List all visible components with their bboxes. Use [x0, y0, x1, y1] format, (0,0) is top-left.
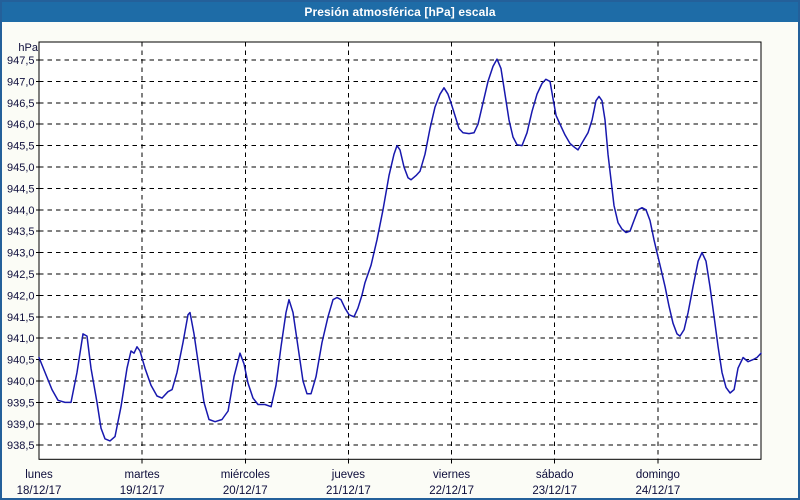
plot-area	[38, 41, 762, 460]
window-title: Presión atmosférica [hPa] escala	[304, 5, 496, 19]
y-tick-label: 943,0	[7, 248, 35, 260]
y-tick-label: 941,5	[7, 312, 35, 324]
x-day-label: sábado	[536, 469, 574, 481]
y-tick-label: 941,0	[7, 333, 35, 345]
x-day-label: lunes	[25, 469, 53, 481]
y-tick-label: 940,0	[7, 376, 35, 388]
y-tick-label: 943,5	[7, 226, 35, 238]
x-date-label: 19/12/17	[120, 485, 165, 497]
y-tick-label: 947,0	[7, 76, 35, 88]
x-date-label: 18/12/17	[17, 485, 62, 497]
x-date-label: 20/12/17	[223, 485, 268, 497]
y-tick-label: 947,5	[7, 55, 35, 67]
x-day-label: jueves	[331, 469, 365, 481]
y-tick-label: 946,0	[7, 119, 35, 131]
x-date-label: 21/12/17	[326, 485, 371, 497]
x-day-label: martes	[125, 469, 160, 481]
y-tick-label: 946,5	[7, 98, 35, 110]
y-tick-label: 945,5	[7, 141, 35, 153]
gridlines	[36, 42, 761, 464]
x-date-label: 24/12/17	[636, 485, 681, 497]
y-axis-unit: hPa	[18, 42, 38, 54]
y-tick-label: 938,5	[7, 440, 35, 452]
y-tick-label: 939,0	[7, 419, 35, 431]
chart-area: hPa 947,5 947,0 946,5 946,0 945,5 945,0 944,5 94…	[2, 22, 798, 498]
y-tick-label: 939,5	[7, 397, 35, 409]
x-date-label: 23/12/17	[532, 485, 577, 497]
x-day-label: miércoles	[221, 469, 270, 481]
x-day-label: domingo	[636, 469, 680, 481]
y-tick-label: 944,5	[7, 183, 35, 195]
x-date-label: 22/12/17	[429, 485, 474, 497]
x-day-label: viernes	[433, 469, 470, 481]
y-tick-label: 944,0	[7, 205, 35, 217]
title-bar: Presión atmosférica [hPa] escala	[2, 2, 798, 22]
y-tick-label: 942,5	[7, 269, 35, 281]
y-tick-label: 940,5	[7, 355, 35, 367]
pressure-line	[38, 58, 762, 442]
y-tick-label: 942,0	[7, 290, 35, 302]
y-tick-label: 945,0	[7, 162, 35, 174]
